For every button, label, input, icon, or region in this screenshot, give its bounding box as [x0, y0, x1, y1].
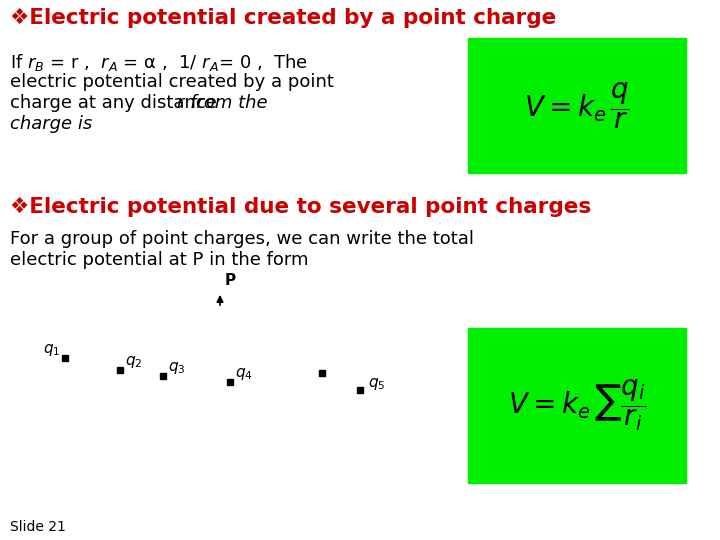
- Text: $q_5$: $q_5$: [368, 376, 385, 392]
- Text: If $r_B$ = r ,  $r_A$ = α ,  1/ $r_A$= 0 ,  The: If $r_B$ = r , $r_A$ = α , 1/ $r_A$= 0 ,…: [10, 52, 308, 73]
- Text: $q_2$: $q_2$: [125, 354, 143, 370]
- Text: charge at any distance: charge at any distance: [10, 94, 222, 112]
- Text: $V = k_e\, \dfrac{q}{r}$: $V = k_e\, \dfrac{q}{r}$: [524, 80, 630, 131]
- Text: electric potential at P in the form: electric potential at P in the form: [10, 251, 308, 269]
- Text: charge is: charge is: [10, 115, 92, 133]
- Text: For a group of point charges, we can write the total: For a group of point charges, we can wri…: [10, 230, 474, 248]
- Text: $q_3$: $q_3$: [168, 360, 186, 376]
- Text: r from the: r from the: [177, 94, 268, 112]
- Text: electric potential created by a point: electric potential created by a point: [10, 73, 334, 91]
- Text: Slide 21: Slide 21: [10, 520, 66, 534]
- FancyBboxPatch shape: [468, 38, 686, 173]
- Text: $q_1$: $q_1$: [43, 342, 60, 358]
- Text: ❖Electric potential created by a point charge: ❖Electric potential created by a point c…: [10, 8, 557, 28]
- Text: $q_4$: $q_4$: [235, 366, 253, 382]
- Text: ❖Electric potential due to several point charges: ❖Electric potential due to several point…: [10, 197, 591, 217]
- Text: P: P: [225, 273, 236, 288]
- Text: $V = k_e\, \sum \dfrac{q_i}{r_i}$: $V = k_e\, \sum \dfrac{q_i}{r_i}$: [508, 378, 647, 433]
- FancyBboxPatch shape: [468, 328, 686, 483]
